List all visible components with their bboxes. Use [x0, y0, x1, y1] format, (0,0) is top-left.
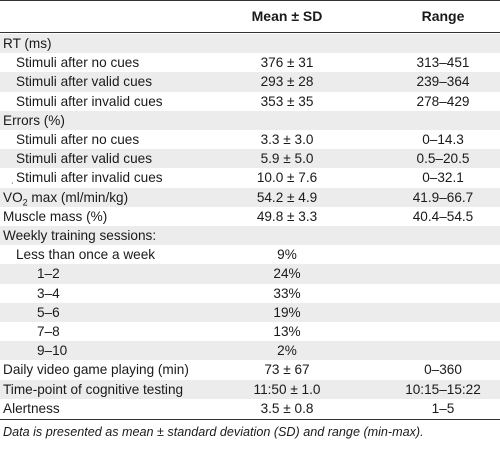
table-row: 5–6 19%: [0, 302, 500, 322]
vo2-suffix: max (ml/min/kg): [27, 189, 129, 205]
table-row: RT (ms): [0, 34, 500, 54]
table-row: Daily video game playing (min) 73 ± 67 0…: [0, 360, 500, 379]
row-range: 0–360: [424, 362, 462, 378]
row-range: 41.9–66.7: [412, 189, 474, 205]
table-row: Alertness 3.5 ± 0.8 1–5: [0, 399, 500, 418]
header-rule: [0, 32, 500, 33]
top-rule: [0, 0, 500, 1]
table-row: Stimuli after no cues 376 ± 31 313–451: [0, 53, 500, 72]
table-row: Less than once a week 9%: [0, 245, 500, 264]
row-label: 1–2: [37, 266, 60, 282]
row-label: Errors (%): [3, 112, 65, 128]
row-mean: 353 ± 35: [260, 93, 314, 109]
row-mean: 3.5 ± 0.8: [260, 400, 314, 416]
row-label: Alertness: [3, 400, 60, 416]
bottom-rule: [0, 419, 500, 420]
row-range: 239–364: [416, 74, 470, 90]
table-row: Stimuli after invalid cues 10.0 ± 7.6 0–…: [0, 168, 500, 187]
row-mean: 293 ± 28: [260, 74, 314, 90]
row-mean: 376 ± 31: [260, 55, 314, 71]
table-row: 1–2 24%: [0, 264, 500, 284]
table-row: Muscle mass (%) 49.8 ± 3.3 40.4–54.5: [0, 207, 500, 226]
vo2-text: VO: [3, 189, 23, 205]
row-label: Less than once a week: [16, 247, 156, 263]
row-label: Stimuli after no cues: [16, 55, 140, 71]
table-footnote: Data is presented as mean ± standard dev…: [3, 425, 424, 439]
row-mean: 19%: [273, 304, 301, 320]
row-range: 0–32.1: [422, 170, 464, 186]
row-label: 5–6: [37, 304, 60, 320]
overdot-mark: ˙: [11, 181, 15, 193]
table-row: 3–4 33%: [0, 284, 500, 303]
row-mean: 2%: [277, 343, 297, 359]
table-row: 9–10 2%: [0, 341, 500, 361]
row-range: 313–451: [416, 55, 470, 71]
row-label: Muscle mass (%): [3, 208, 108, 224]
header-range: Range: [421, 8, 465, 24]
table-row: 7–8 13%: [0, 322, 500, 341]
row-range: 40.4–54.5: [412, 208, 474, 224]
row-label: Weekly training sessions:: [3, 228, 157, 243]
table-row: Stimuli after valid cues 293 ± 28 239–36…: [0, 72, 500, 92]
row-mean: 11:50 ± 1.0: [253, 381, 321, 397]
row-mean: 33%: [273, 285, 301, 301]
row-mean: 13%: [273, 324, 301, 339]
row-mean: 49.8 ± 3.3: [256, 208, 318, 224]
table-row: Time-point of cognitive testing 11:50 ± …: [0, 379, 500, 399]
table-row: Stimuli after invalid cues 353 ± 35 278–…: [0, 92, 500, 111]
vo2-subscript: 2: [22, 197, 28, 208]
row-range: 1–5: [431, 400, 455, 416]
row-mean: 24%: [273, 266, 301, 282]
row-label: 9–10: [37, 343, 68, 359]
row-mean: 3.3 ± 3.0: [260, 132, 314, 147]
row-label: Stimuli after invalid cues: [16, 170, 163, 186]
table-row: Stimuli after valid cues 5.9 ± 5.0 0.5–2…: [0, 149, 500, 169]
row-range: 0–14.3: [422, 132, 464, 147]
row-mean: 73 ± 67: [264, 362, 310, 378]
table-row: Stimuli after no cues 3.3 ± 3.0 0–14.3: [0, 130, 500, 149]
row-label: 3–4: [37, 285, 60, 301]
header-mean-sd: Mean ± SD: [251, 8, 323, 24]
row-label: Stimuli after no cues: [16, 132, 140, 147]
row-label: 7–8: [37, 324, 60, 339]
row-mean: 5.9 ± 5.0: [260, 151, 314, 167]
row-label-vo2max: VO ˙ 2 max (ml/min/kg): [3, 182, 129, 208]
table-row: Weekly training sessions:: [0, 226, 500, 246]
row-label: Stimuli after invalid cues: [16, 93, 163, 109]
row-mean: 10.0 ± 7.6: [256, 170, 318, 186]
table-row: Errors (%): [0, 110, 500, 130]
row-range: 278–429: [416, 93, 470, 109]
row-range: 0.5–20.5: [416, 151, 470, 167]
row-label: Stimuli after valid cues: [16, 151, 152, 167]
row-label: Time-point of cognitive testing: [3, 381, 184, 397]
row-mean: 9%: [277, 247, 297, 263]
row-range: 10:15–15:22: [405, 381, 481, 397]
row-label: Daily video game playing (min): [3, 362, 189, 378]
table-row: VO ˙ 2 max (ml/min/kg) 54.2 ± 4.9 41.9–66.…: [0, 182, 500, 208]
row-label: Stimuli after valid cues: [16, 74, 152, 90]
row-mean: 54.2 ± 4.9: [256, 189, 318, 205]
row-label: RT (ms): [3, 36, 52, 51]
